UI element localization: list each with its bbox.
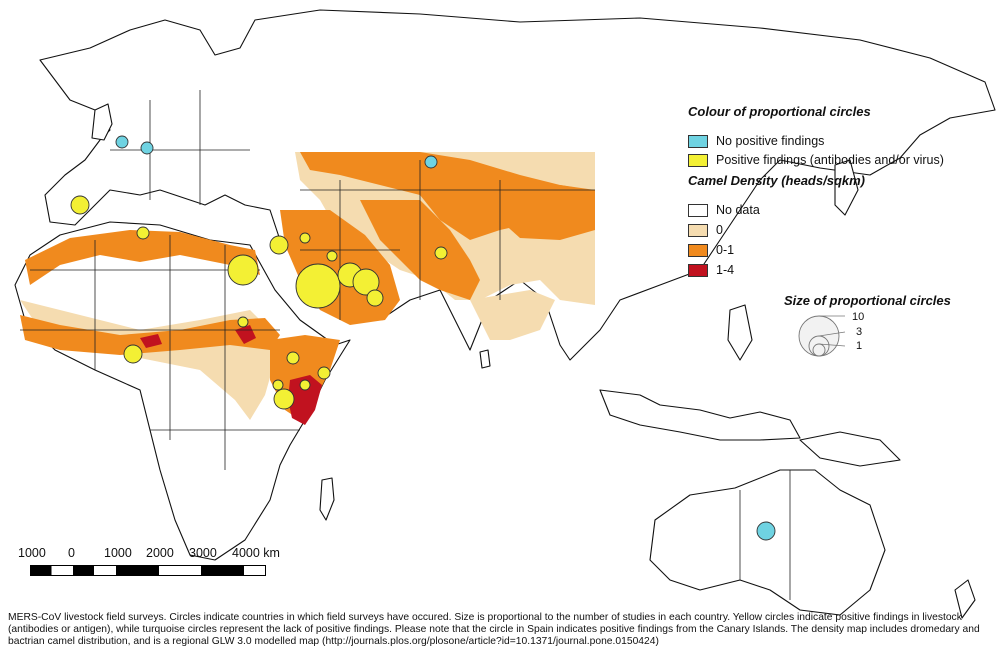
scale-bar-segment bbox=[201, 565, 244, 576]
density-01-sahel bbox=[20, 315, 280, 355]
legend-size-title: Size of proportional circles bbox=[784, 293, 951, 308]
circle-marker bbox=[136, 226, 150, 240]
legend-item-one-four: 1-4 bbox=[688, 263, 734, 277]
legend-size-circle-small bbox=[812, 343, 826, 357]
legend-item-positive: Positive findings (antibodies and/or vir… bbox=[688, 153, 944, 167]
scale-label-0: 0 bbox=[68, 546, 75, 560]
circle-marker bbox=[424, 155, 438, 169]
circle-marker bbox=[227, 254, 259, 286]
landmass-japan bbox=[834, 159, 859, 216]
circle-marker bbox=[286, 351, 300, 365]
circle-marker bbox=[317, 366, 331, 380]
map-caption: MERS-CoV livestock field surveys. Circle… bbox=[8, 612, 980, 647]
legend-label: 0-1 bbox=[716, 243, 735, 257]
scale-label-1000: 1000 bbox=[104, 546, 132, 560]
legend-swatch-beige bbox=[688, 223, 708, 237]
landmass-indonesia bbox=[599, 389, 801, 441]
legend-item-zero: 0 bbox=[688, 223, 723, 237]
landmass-philippines bbox=[727, 304, 753, 361]
circle-marker bbox=[326, 250, 338, 262]
density-01-sahara-north bbox=[25, 230, 260, 285]
legend-density-title: Camel Density (heads/sqkm) bbox=[688, 173, 866, 188]
scale-bar-segment bbox=[116, 565, 159, 576]
density-14-somalia bbox=[288, 375, 322, 425]
landmass-uk bbox=[91, 103, 113, 141]
circle-marker bbox=[123, 344, 143, 364]
density-01-mongolia bbox=[500, 185, 595, 240]
circle-marker bbox=[756, 521, 776, 541]
circle-marker bbox=[299, 379, 311, 391]
circle-marker bbox=[366, 289, 384, 307]
scale-bar-segment bbox=[30, 565, 52, 576]
legend-swatch-red bbox=[688, 263, 708, 277]
circle-marker bbox=[70, 195, 90, 215]
legend-label: 1-4 bbox=[716, 263, 735, 277]
legend-item-no-data: No data bbox=[688, 203, 760, 217]
scale-bar-segment bbox=[73, 565, 94, 576]
scale-label-2000: 2000 bbox=[146, 546, 174, 560]
landmass-australia bbox=[649, 469, 886, 616]
landmass-africa bbox=[14, 221, 351, 561]
scale-label-1000-left: 1000 bbox=[18, 546, 46, 560]
legend-size-leader bbox=[818, 331, 846, 337]
legend-label: Positive findings (antibodies and/or vir… bbox=[716, 153, 944, 167]
landmass-new-zealand bbox=[954, 579, 976, 619]
circle-marker bbox=[115, 135, 129, 149]
circle-marker bbox=[140, 141, 154, 155]
legend-item-zero-one: 0-1 bbox=[688, 243, 734, 257]
circle-marker bbox=[237, 316, 249, 328]
legend-size-leader bbox=[818, 343, 846, 347]
circle-marker bbox=[272, 379, 284, 391]
circle-marker bbox=[295, 263, 341, 309]
legend-swatch-cyan bbox=[688, 134, 708, 148]
border-layer bbox=[20, 90, 791, 600]
landmass-new-guinea bbox=[799, 431, 901, 467]
proportional-circles bbox=[70, 135, 776, 541]
scale-bar bbox=[30, 565, 266, 576]
legend-label: No data bbox=[716, 203, 760, 217]
scale-label-3000: 3000 bbox=[189, 546, 217, 560]
density-zero-india bbox=[470, 290, 555, 340]
legend-size-label-10: 10 bbox=[852, 311, 865, 323]
legend-size-circles bbox=[798, 315, 846, 357]
legend-label: No positive findings bbox=[716, 134, 825, 148]
circle-marker bbox=[273, 388, 295, 410]
legend-item-no-positive: No positive findings bbox=[688, 134, 824, 148]
legend-swatch-white bbox=[688, 203, 708, 217]
legend-size-label-3: 3 bbox=[856, 326, 863, 338]
landmass-madagascar bbox=[319, 477, 335, 521]
circle-marker bbox=[434, 246, 448, 260]
legend-size-label-1: 1 bbox=[856, 340, 863, 352]
scale-label-4000-km: 4000 km bbox=[232, 546, 280, 560]
legend-label: 0 bbox=[716, 223, 723, 237]
circle-marker bbox=[299, 232, 311, 244]
circle-marker bbox=[269, 235, 289, 255]
legend-circle-colour-title: Colour of proportional circles bbox=[688, 104, 871, 119]
legend-swatch-orange bbox=[688, 243, 708, 257]
landmass-sri-lanka bbox=[479, 349, 491, 369]
density-14-west-africa bbox=[140, 334, 162, 348]
circle-marker bbox=[352, 268, 380, 296]
legend-swatch-yellow bbox=[688, 153, 708, 167]
